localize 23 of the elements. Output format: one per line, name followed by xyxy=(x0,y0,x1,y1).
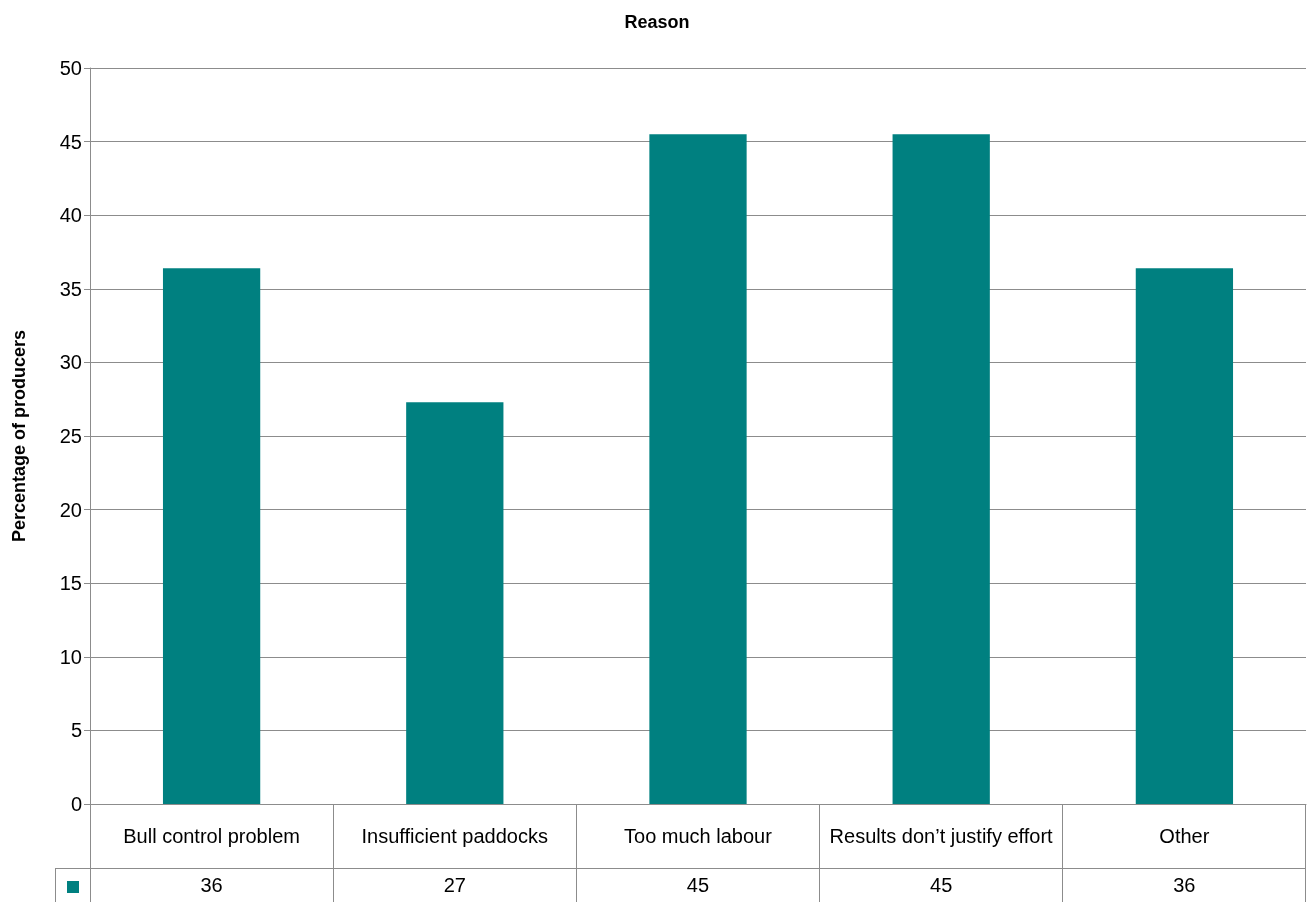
y-tick-label: 5 xyxy=(70,719,82,742)
data-label: 45 xyxy=(576,868,820,902)
x-tick-label: Too much labour xyxy=(576,804,820,869)
y-tick-label: 20 xyxy=(59,498,82,521)
y-tick-label: 25 xyxy=(59,425,82,447)
y-tick-label: 35 xyxy=(59,277,82,300)
x-tick-label: Results don’t justify effort xyxy=(819,804,1063,869)
y-tick-label: 50 xyxy=(59,57,82,79)
y-axis-title: Percentage of producers xyxy=(9,329,29,543)
data-label: 36 xyxy=(90,868,334,902)
y-tick-label: 30 xyxy=(59,351,82,374)
x-tick-label: Insufficient paddocks xyxy=(333,804,577,869)
data-label: 45 xyxy=(819,868,1063,902)
x-tick-label: Other xyxy=(1062,804,1306,869)
chart-title: Reason xyxy=(624,12,690,32)
data-label: 27 xyxy=(333,868,577,902)
data-label: 36 xyxy=(1062,868,1306,902)
y-tick-label: 45 xyxy=(59,130,82,153)
y-tick-label: 15 xyxy=(59,572,82,595)
x-tick-label: Bull control problem xyxy=(90,804,334,869)
y-tick-label: 0 xyxy=(70,793,82,815)
y-tick-label: 40 xyxy=(59,204,82,227)
y-tick-label: 10 xyxy=(59,645,82,668)
